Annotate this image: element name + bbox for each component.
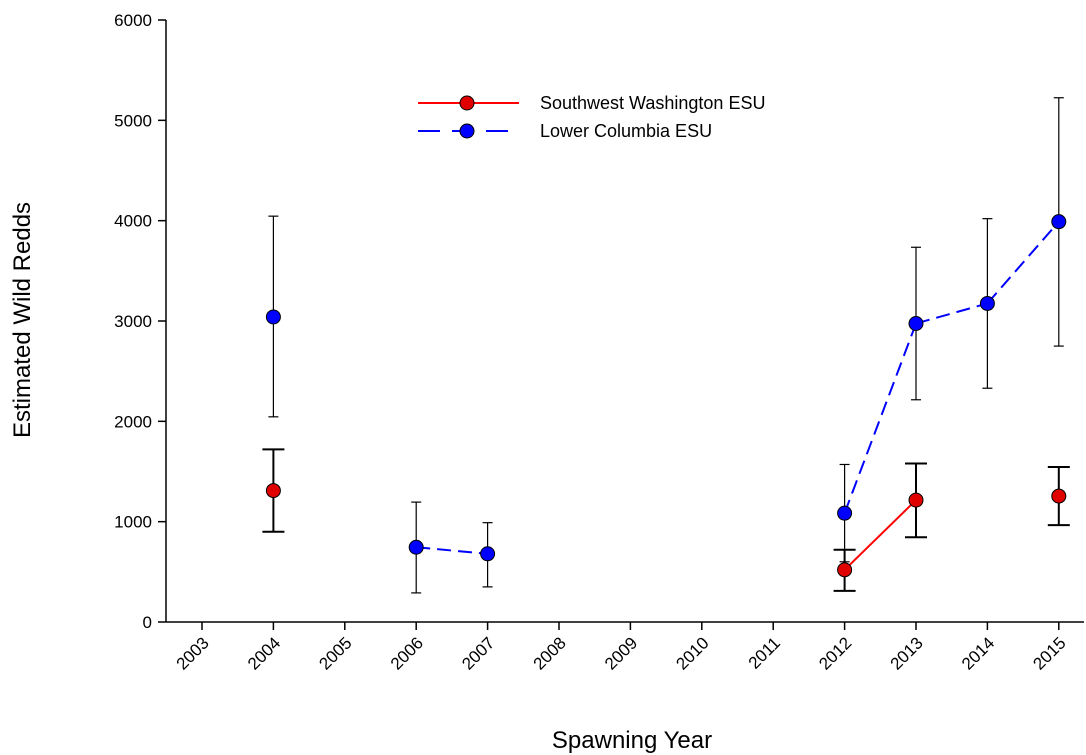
legend-marker — [459, 95, 475, 111]
data-point — [908, 316, 924, 332]
data-point — [265, 483, 281, 499]
series-1 — [262, 448, 1070, 592]
legend: Southwest Washington ESU Lower Columbia E… — [418, 93, 765, 141]
y-tick-label: 2000 — [114, 412, 152, 431]
x-tick-label: 2007 — [458, 633, 498, 673]
legend-item-2: Lower Columbia ESU — [418, 121, 712, 141]
y-axis-ticks: 0 1000 2000 3000 4000 5000 6000 — [114, 11, 166, 632]
y-tick-label: 0 — [143, 613, 152, 632]
x-tick-label: 2008 — [530, 633, 570, 673]
x-tick-label: 2004 — [244, 633, 284, 673]
x-tick-label: 2006 — [387, 633, 427, 673]
x-axis-title: Spawning Year — [552, 727, 712, 754]
legend-label: Lower Columbia ESU — [540, 121, 712, 141]
data-point — [1051, 488, 1067, 504]
data-point — [979, 295, 995, 311]
x-tick-label: 2011 — [745, 633, 784, 672]
data-point — [837, 562, 853, 578]
data-point — [408, 539, 424, 555]
series-line-segment — [843, 323, 917, 514]
x-tick-label: 2005 — [315, 633, 355, 673]
series-line-segment — [915, 302, 988, 325]
x-tick-label: 2010 — [672, 633, 712, 673]
x-tick-label: 2012 — [815, 633, 855, 673]
series-line-segment — [416, 546, 488, 555]
y-tick-label: 4000 — [114, 212, 152, 231]
series-layer — [262, 97, 1070, 594]
x-tick-label: 2003 — [173, 633, 213, 673]
data-point — [908, 492, 924, 508]
y-tick-label: 5000 — [114, 111, 152, 130]
series-line-segment — [986, 221, 1060, 305]
data-point — [1051, 214, 1067, 230]
data-point — [837, 505, 853, 521]
legend-marker — [459, 123, 475, 139]
legend-label: Southwest Washington ESU — [540, 93, 765, 113]
x-tick-label: 2013 — [887, 633, 927, 673]
y-tick-label: 6000 — [114, 11, 152, 30]
series-2 — [265, 97, 1067, 594]
x-tick-label: 2014 — [958, 633, 998, 673]
y-axis-title: Estimated Wild Redds — [9, 202, 36, 438]
x-tick-label: 2015 — [1029, 633, 1069, 673]
y-tick-label: 3000 — [114, 312, 152, 331]
series-line-segment — [843, 499, 917, 571]
x-axis-ticks: 2003 2004 2005 2006 2007 2008 2009 2010 2011 2012… — [173, 622, 1070, 674]
data-point — [480, 546, 496, 562]
data-point — [265, 309, 281, 325]
x-tick-label: 2009 — [601, 633, 641, 673]
legend-item-1: Southwest Washington ESU — [418, 93, 765, 113]
y-tick-label: 1000 — [114, 513, 152, 532]
